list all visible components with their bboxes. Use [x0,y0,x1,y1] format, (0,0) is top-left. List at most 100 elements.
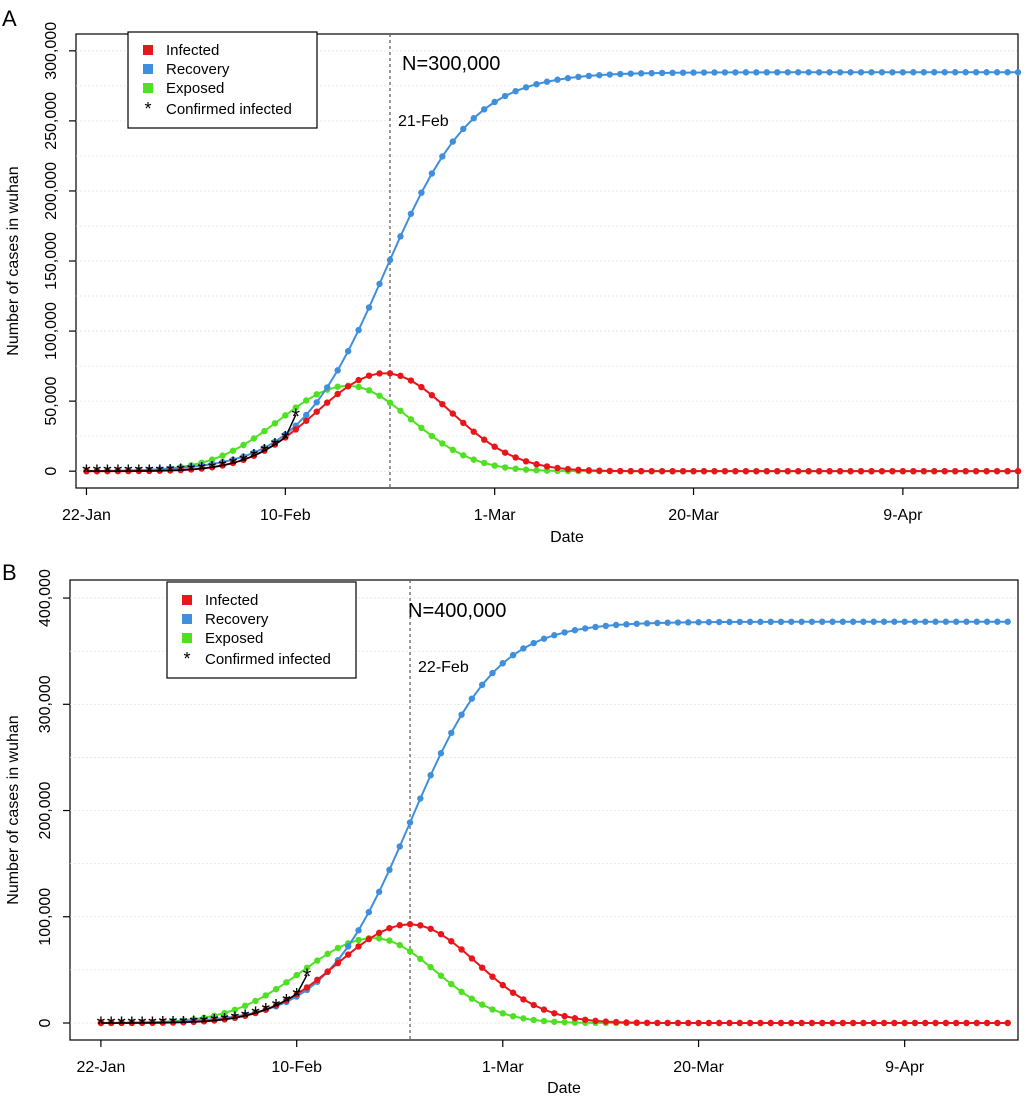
exposed-point [460,452,467,459]
recovery-point [973,618,980,625]
exposed-point [489,1006,496,1013]
recovery-point [643,620,651,627]
exposed-point [303,964,311,971]
population-annotation: N=300,000 [402,53,500,75]
confirmed-point: * [169,1012,178,1037]
infected-point [428,391,436,399]
infected-point [427,925,434,932]
infected-point [742,467,750,475]
infected-point [334,390,341,398]
recovery-point [715,618,723,626]
exposed-point [365,387,373,394]
recovery-point [983,69,990,76]
infected-point [983,467,990,475]
infected-point [674,1019,682,1027]
infected-point [481,436,488,443]
recovery-point [870,618,877,625]
recovery-point [952,69,959,76]
recovery-point [355,927,362,934]
exposed-point [512,465,519,472]
y-tick-label: 100,000 [43,302,60,360]
recovery-point [458,711,465,718]
recovery-point [721,69,729,76]
y-tick-label: 150,000 [43,232,60,290]
infected-point [798,1019,805,1027]
infected-point [994,1019,1001,1027]
recovery-point [468,695,476,702]
recovery-point [911,618,919,625]
confirmed-point: * [148,1012,157,1037]
infected-point [920,467,927,475]
exposed-point [533,467,540,474]
panel-a: 0 50,000 100,000 150,000 200,000 250,000 300,0… [2,6,1022,546]
recovery-point [880,618,888,625]
recovery-point [418,189,425,196]
exposed-point [491,462,498,469]
infected-point [705,1019,713,1027]
infected-point [826,467,833,475]
recovery-point [355,326,362,334]
confirmed-point: * [103,460,112,485]
exposed-point [221,1009,228,1017]
x-tick-label: 1-Mar [474,507,516,524]
infected-point [1014,467,1022,475]
infected-point [449,410,456,417]
infected-point [829,1019,836,1027]
recovery-point [983,618,991,625]
confirmed-point: * [200,1010,209,1035]
exposed-point [417,955,424,963]
infected-point [726,1019,733,1027]
infected-point [627,467,634,475]
recovery-point [742,69,750,76]
recovery-point [612,621,620,629]
infected-point [617,467,624,475]
recovery-point [658,69,666,77]
infected-point [554,464,561,472]
x-tick-label: 20-Mar [673,1059,724,1076]
infected-point [679,467,687,475]
exposed-point [561,1019,568,1026]
confirmed-legend-marker: * [183,649,190,669]
infected-point [334,959,342,967]
recovery-point [512,87,519,95]
infected-point [746,1019,754,1027]
recovery-point [674,619,682,626]
exposed-point [334,944,342,952]
y-axis-label: Number of cases in wuhan [5,166,22,355]
recovery-point [602,622,610,630]
infected-point [512,454,519,461]
recovery-point [376,280,383,288]
recovery-point [732,69,739,76]
infected-point [491,443,498,450]
infected-point [685,1019,692,1027]
recovery-point [654,619,661,627]
infected-point [891,1019,898,1027]
recovery-point [489,669,496,677]
infected-point [345,951,352,958]
infected-point [522,458,530,465]
recovery-point [386,256,394,264]
exposed-point [376,392,383,399]
y-tick-label: 50,000 [43,377,60,426]
recovery-point [788,618,795,625]
recovery-point [592,623,599,631]
recovery-point [942,618,950,625]
infected-point [551,1010,558,1017]
exposed-legend-label: Exposed [166,80,224,97]
recovery-point [798,618,805,625]
recovery-point [470,115,477,122]
exposed-point [439,440,446,447]
recovery-point [711,69,718,76]
infected-point [648,467,655,475]
x-tick-label: 9-Apr [883,507,923,524]
infected-point [774,467,781,475]
recovery-point [777,618,785,626]
panel-label: A [2,6,17,31]
y-tick-label: 300,000 [43,22,60,80]
recovery-point [839,618,847,625]
recovery-point [857,69,865,76]
infected-point [942,1019,950,1027]
recovery-point [920,69,927,76]
panel-label: B [2,560,17,585]
recovery-point [627,70,634,77]
